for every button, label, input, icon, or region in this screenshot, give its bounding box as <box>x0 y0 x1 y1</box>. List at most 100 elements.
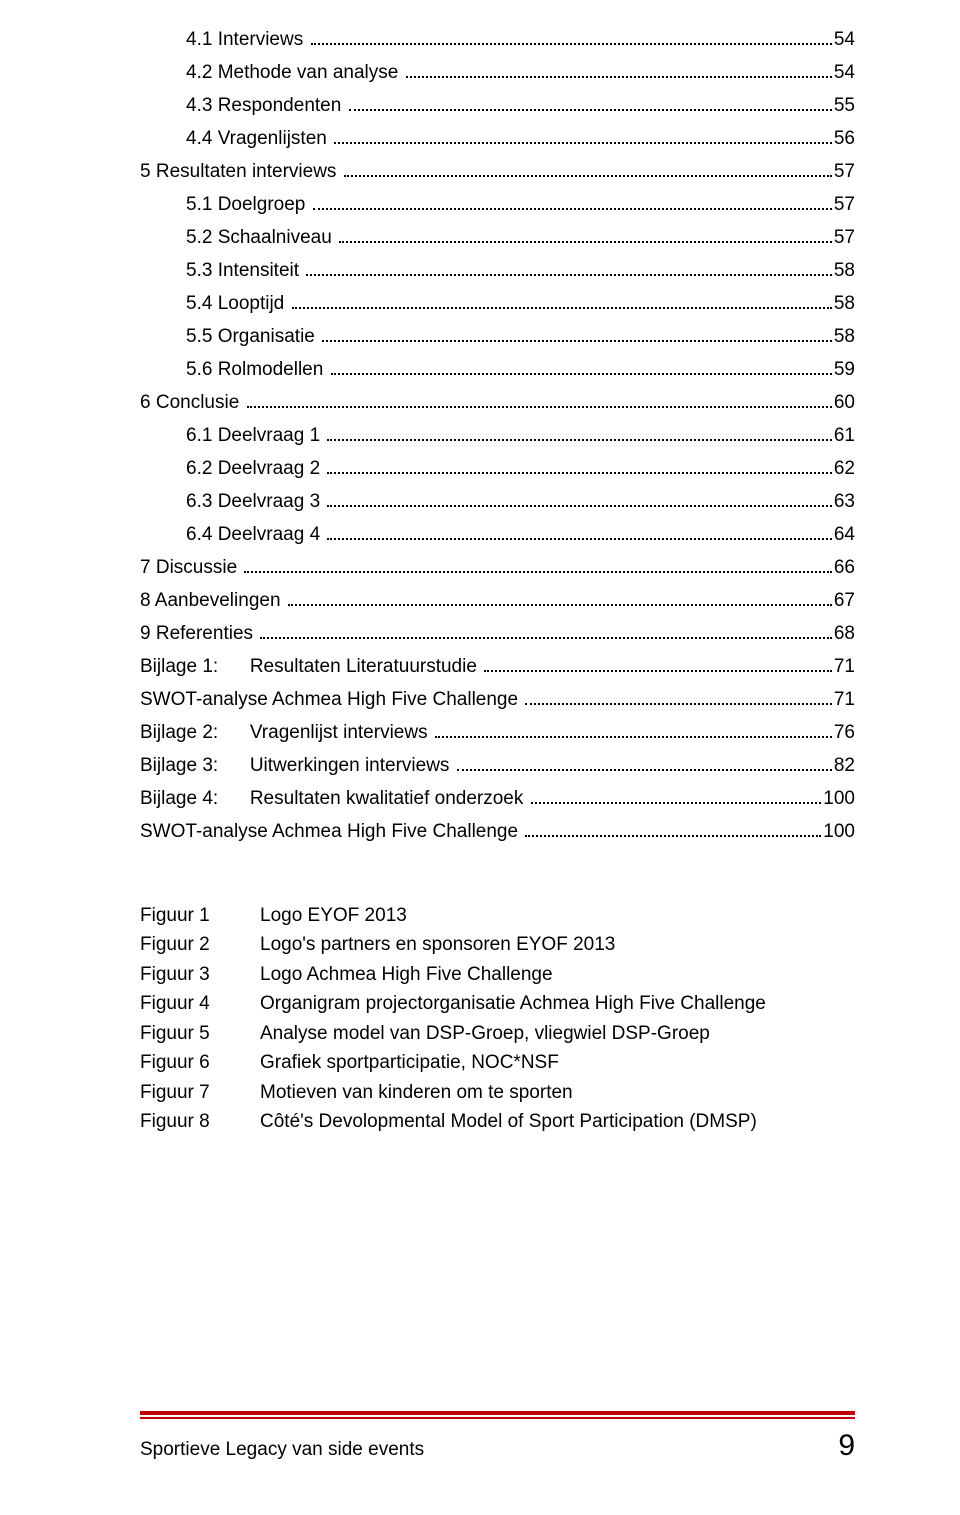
toc-entry-label: 6.4 Deelvraag 4 <box>186 525 325 544</box>
figure-entry-desc: Logo's partners en sponsoren EYOF 2013 <box>260 934 615 955</box>
toc-entry-label: 4.4 Vragenlijsten <box>186 129 332 148</box>
toc-entry-label: 8 Aanbevelingen <box>140 591 286 610</box>
toc-entry-label: 5.3 Intensiteit <box>186 261 304 280</box>
figure-entry-desc: Logo Achmea High Five Challenge <box>260 964 553 985</box>
toc-entry-label: 5.6 Rolmodellen <box>186 360 329 379</box>
figure-entry: Figuur 8Côté's Devolopmental Model of Sp… <box>140 1107 855 1136</box>
toc-entry: 5.5 Organisatie 58 <box>140 327 855 346</box>
toc-entry-page: 61 <box>834 426 855 445</box>
toc-entry-page: 56 <box>834 129 855 148</box>
toc-entry-page: 62 <box>834 459 855 478</box>
figure-entry-desc: Logo EYOF 2013 <box>260 905 407 926</box>
toc-leader-dots <box>260 626 832 639</box>
figure-entry: Figuur 2Logo's partners en sponsoren EYO… <box>140 930 855 959</box>
toc-entry-label: 6.1 Deelvraag 1 <box>186 426 325 445</box>
toc-entry-page: 58 <box>834 294 855 313</box>
toc-entry: 4.2 Methode van analyse 54 <box>140 63 855 82</box>
toc-entry-label: 6 Conclusie <box>140 393 245 412</box>
toc-entry-page: 54 <box>834 63 855 82</box>
toc-leader-dots <box>247 395 832 408</box>
toc-leader-dots <box>322 329 832 342</box>
figure-entry-label: Figuur 6 <box>140 1048 260 1077</box>
toc-entry-label: Bijlage 3: Uitwerkingen interviews <box>140 756 455 775</box>
toc-entry-label: 6.2 Deelvraag 2 <box>186 459 325 478</box>
toc-entry: 6 Conclusie 60 <box>140 393 855 412</box>
toc-leader-dots <box>531 791 822 804</box>
footer-page-number: 9 <box>838 1429 855 1463</box>
toc-entry-page: 54 <box>834 30 855 49</box>
figure-entry-label: Figuur 3 <box>140 960 260 989</box>
toc-entry-label: 5.2 Schaalniveau <box>186 228 337 247</box>
toc-leader-dots <box>525 692 832 705</box>
toc-entry-label: 5.1 Doelgroep <box>186 195 311 214</box>
toc-entry-page: 82 <box>834 756 855 775</box>
toc-entry-page: 57 <box>834 228 855 247</box>
toc-entry: 9 Referenties 68 <box>140 624 855 643</box>
page-footer: Sportieve Legacy van side events 9 <box>140 1411 855 1463</box>
figure-entry-desc: Motieven van kinderen om te sporten <box>260 1082 573 1103</box>
toc-entry-label: 4.1 Interviews <box>186 30 309 49</box>
toc-entry-page: 71 <box>834 657 855 676</box>
toc-entry-label: 4.2 Methode van analyse <box>186 63 404 82</box>
toc-entry-page: 60 <box>834 393 855 412</box>
toc-entry: Bijlage 4: Resultaten kwalitatief onderz… <box>140 789 855 808</box>
figure-entry: Figuur 5Analyse model van DSP-Groep, vli… <box>140 1019 855 1048</box>
toc-entry: 5.2 Schaalniveau 57 <box>140 228 855 247</box>
toc-leader-dots <box>327 527 831 540</box>
toc-entry-label: SWOT-analyse Achmea High Five Challenge <box>140 822 523 841</box>
toc-entry: 5.6 Rolmodellen 59 <box>140 360 855 379</box>
toc-entry: SWOT-analyse Achmea High Five Challenge … <box>140 822 855 841</box>
toc-leader-dots <box>313 197 832 210</box>
toc-leader-dots <box>484 659 832 672</box>
footer-title: Sportieve Legacy van side events <box>140 1439 424 1461</box>
figure-entry: Figuur 1Logo EYOF 2013 <box>140 901 855 930</box>
figure-entry-desc: Côté's Devolopmental Model of Sport Part… <box>260 1111 757 1132</box>
toc-entry-label: Bijlage 1: Resultaten Literatuurstudie <box>140 657 482 676</box>
toc-leader-dots <box>349 98 832 111</box>
toc-entry: SWOT-analyse Achmea High Five Challenge … <box>140 690 855 709</box>
toc-entry: 4.3 Respondenten 55 <box>140 96 855 115</box>
toc-leader-dots <box>525 824 821 837</box>
figure-entry-desc: Organigram projectorganisatie Achmea Hig… <box>260 993 766 1014</box>
toc-leader-dots <box>327 494 831 507</box>
figure-entry-label: Figuur 8 <box>140 1107 260 1136</box>
toc-entry: Bijlage 2: Vragenlijst interviews 76 <box>140 723 855 742</box>
toc-leader-dots <box>344 164 832 177</box>
toc-entry-page: 59 <box>834 360 855 379</box>
footer-rule-top <box>140 1411 855 1415</box>
toc-entry-label: SWOT-analyse Achmea High Five Challenge <box>140 690 523 709</box>
toc-leader-dots <box>334 131 832 144</box>
toc-leader-dots <box>406 65 832 78</box>
toc-entry: 4.4 Vragenlijsten 56 <box>140 129 855 148</box>
toc-entry-page: 58 <box>834 261 855 280</box>
toc-leader-dots <box>311 32 832 45</box>
toc-entry-page: 71 <box>834 690 855 709</box>
toc-entry-label: 5 Resultaten interviews <box>140 162 342 181</box>
toc-entry: 8 Aanbevelingen 67 <box>140 591 855 610</box>
toc-entry-label: Bijlage 4: Resultaten kwalitatief onderz… <box>140 789 529 808</box>
toc-entry: 6.2 Deelvraag 2 62 <box>140 459 855 478</box>
toc-entry-page: 100 <box>823 822 855 841</box>
figure-entry: Figuur 3Logo Achmea High Five Challenge <box>140 960 855 989</box>
toc-leader-dots <box>327 428 831 441</box>
toc-entry: 5.1 Doelgroep 57 <box>140 195 855 214</box>
figure-entry-label: Figuur 1 <box>140 901 260 930</box>
toc-leader-dots <box>288 593 832 606</box>
toc-entry-label: 4.3 Respondenten <box>186 96 347 115</box>
figure-entry-desc: Analyse model van DSP-Groep, vliegwiel D… <box>260 1023 710 1044</box>
toc-entry-page: 55 <box>834 96 855 115</box>
figure-entry-label: Figuur 2 <box>140 930 260 959</box>
toc-entry: Bijlage 1: Resultaten Literatuurstudie 7… <box>140 657 855 676</box>
toc-entry-label: 6.3 Deelvraag 3 <box>186 492 325 511</box>
figure-list: Figuur 1Logo EYOF 2013Figuur 2Logo's par… <box>140 901 855 1137</box>
toc-entry-label: 5.5 Organisatie <box>186 327 320 346</box>
toc-entry-label: 7 Discussie <box>140 558 242 577</box>
toc-entry: 6.1 Deelvraag 1 61 <box>140 426 855 445</box>
table-of-contents: 4.1 Interviews 544.2 Methode van analyse… <box>140 30 855 841</box>
document-page: 4.1 Interviews 544.2 Methode van analyse… <box>0 0 960 1515</box>
figure-entry-label: Figuur 7 <box>140 1078 260 1107</box>
toc-entry: 5.3 Intensiteit 58 <box>140 261 855 280</box>
toc-entry-page: 68 <box>834 624 855 643</box>
toc-leader-dots <box>435 725 832 738</box>
figure-entry: Figuur 7Motieven van kinderen om te spor… <box>140 1078 855 1107</box>
